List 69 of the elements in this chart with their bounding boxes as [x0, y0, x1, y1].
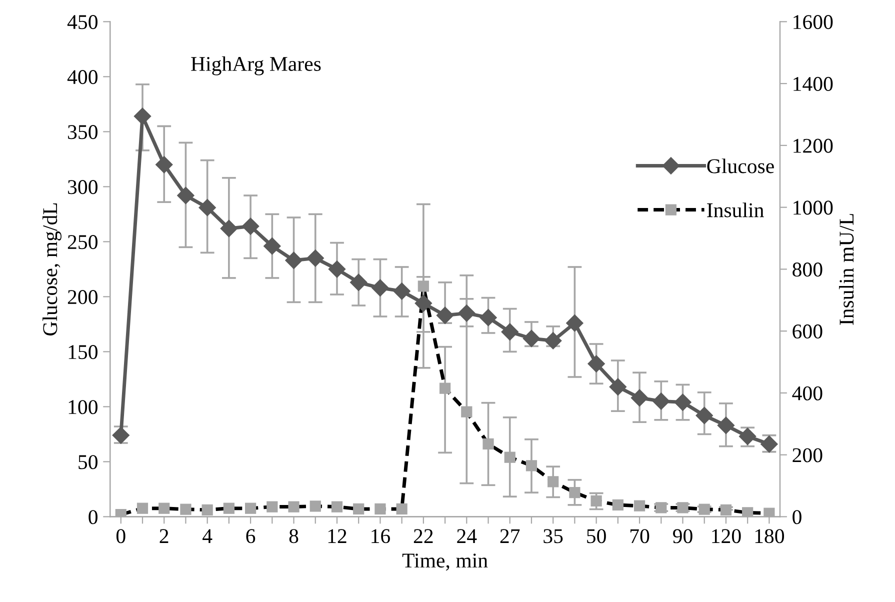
legend-label: Insulin: [707, 202, 764, 218]
point: [134, 108, 152, 125]
x-tick-label: 2: [160, 529, 168, 543]
point: [328, 260, 346, 278]
point: [306, 250, 324, 267]
x-tick-label: 120: [712, 529, 741, 544]
point: [156, 156, 173, 174]
point: [198, 199, 216, 216]
point: [264, 238, 281, 255]
point: [674, 394, 692, 411]
y2-tick-label: 1400: [794, 76, 833, 91]
y-axis-title: Glucose, mg/dL: [42, 203, 62, 336]
y-tick-label: 250: [68, 235, 98, 250]
point: [436, 306, 454, 324]
y-tick-label: 350: [68, 125, 98, 140]
y-tick-label: 450: [67, 15, 98, 30]
point: [414, 294, 432, 312]
text: HighArg Mares: [191, 56, 321, 76]
point: [480, 309, 497, 326]
y2-tick-label: 200: [792, 448, 822, 462]
x-tick-label: 22: [414, 529, 433, 543]
point: [696, 406, 713, 424]
x-tick-label: 12: [328, 529, 346, 543]
y-tick-label: 150: [68, 345, 98, 360]
x-tick-label: 50: [587, 529, 606, 544]
x-tick-label: 180: [755, 529, 784, 544]
point: [544, 332, 562, 350]
y2-tick-label: 0: [792, 510, 802, 524]
x-axis-title: Time, min: [402, 554, 488, 571]
point: [588, 355, 605, 372]
y2-tick-label: 1200: [794, 138, 833, 153]
x-tick-label: 16: [372, 529, 390, 544]
point: [522, 330, 540, 348]
y2-tick-label: 1600: [794, 15, 833, 30]
point: [393, 282, 410, 300]
x-tick-label: 24: [457, 529, 477, 543]
x-tick-label: 8: [289, 529, 298, 544]
x-tick-label: 4: [202, 529, 212, 543]
point: [458, 304, 476, 322]
point: [501, 323, 518, 340]
y-tick-label: 400: [67, 70, 98, 84]
y-tick-label: 300: [68, 180, 98, 194]
point: [242, 218, 260, 235]
point: [372, 279, 389, 296]
point: [630, 389, 648, 406]
y-tick-label: 200: [68, 290, 98, 304]
x-tick-label: 35: [544, 529, 563, 544]
point: [285, 252, 302, 269]
x-tick-label: 6: [246, 529, 256, 544]
point: [177, 186, 194, 204]
point: [220, 220, 238, 238]
x-tick-label: 27: [500, 529, 520, 543]
y2-tick-label: 400: [792, 386, 822, 400]
y-tick-label: 100: [68, 400, 98, 414]
y2-tick-label: 1000: [794, 200, 833, 215]
point: [652, 392, 670, 410]
x-tick-label: 90: [673, 529, 692, 544]
y-tick-label: 50: [78, 455, 98, 470]
y2-tick-label: 600: [792, 324, 822, 338]
legend-label: Glucose: [707, 158, 774, 174]
y2-axis-title: Insulin mU/L: [839, 214, 854, 325]
x-tick-label: 0: [116, 529, 126, 544]
point: [350, 274, 368, 291]
y-tick-label: 0: [88, 510, 98, 524]
point: [566, 314, 584, 332]
x-tick-label: 70: [630, 529, 650, 544]
y2-tick-label: 800: [792, 262, 822, 277]
point: [609, 378, 626, 396]
point: [717, 416, 735, 434]
